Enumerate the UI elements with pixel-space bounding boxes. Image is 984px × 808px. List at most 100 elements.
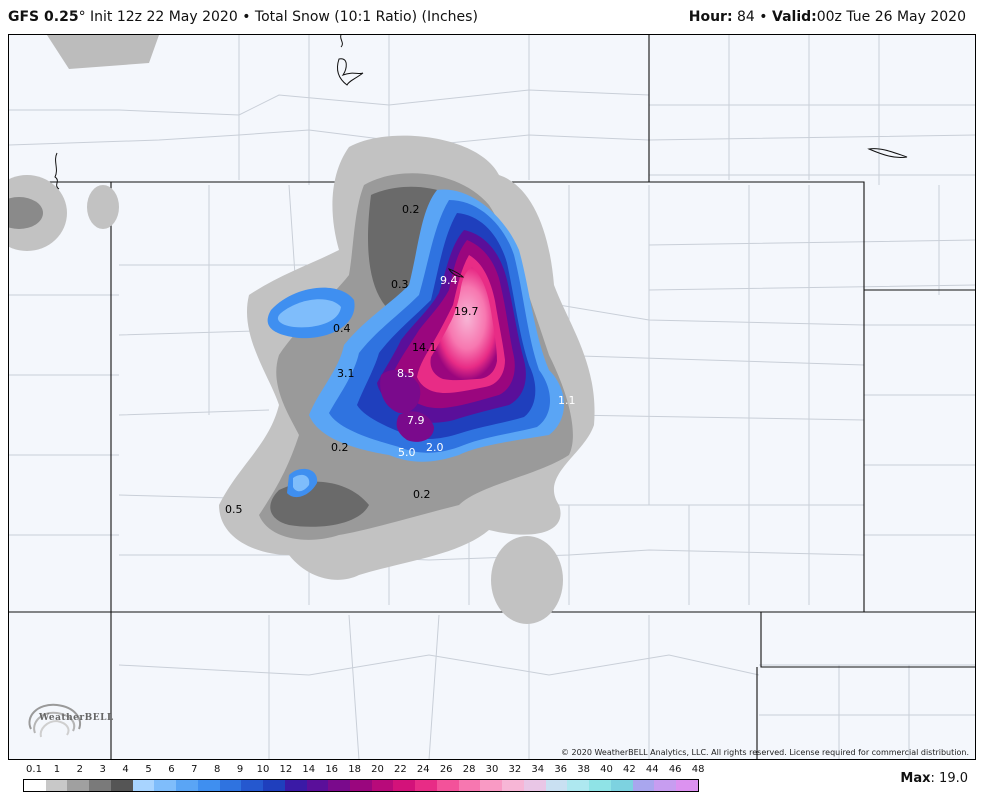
snow-label: 0.2 [402, 203, 420, 216]
legend-swatch [415, 780, 437, 791]
legend-swatch [110, 780, 133, 791]
legend-swatch [197, 780, 220, 791]
snow-label: 0.4 [333, 322, 351, 335]
snow-label: 7.9 [407, 414, 425, 427]
legend-swatch [306, 780, 329, 791]
bullet-sep: • [242, 9, 251, 25]
legend-tick-label: 40 [600, 764, 613, 775]
legend-swatch [89, 780, 111, 791]
snow-label: 14.1 [412, 341, 437, 354]
legend-swatch [458, 780, 481, 791]
legend-swatch [654, 780, 677, 791]
max-label: Max [900, 771, 931, 786]
legend-tick-label: 14 [302, 764, 316, 775]
legend-swatch [502, 780, 524, 791]
heavy-snow-shading [377, 230, 526, 442]
legend-tick-label: 30 [485, 764, 499, 775]
legend-tick-label: 44 [645, 764, 659, 775]
model-name: GFS 0.25 [8, 9, 79, 25]
snow-label: 5.0 [398, 446, 416, 459]
legend-tick-label: 2 [76, 764, 83, 775]
legend-swatch [132, 780, 155, 791]
snow-value-labels: 0.2 9.4 0.3 19.7 0.4 14.1 3.1 8.5 1.1 7.… [225, 203, 576, 516]
legend-tick-label: 1 [53, 764, 61, 775]
legend-tick-label: 16 [325, 764, 339, 775]
legend-swatch [176, 780, 198, 791]
legend-swatch [632, 780, 655, 791]
legend-swatch [350, 780, 372, 791]
water-features [54, 35, 908, 278]
legend-swatch [436, 780, 459, 791]
legend-tick-label: 7 [191, 764, 198, 775]
legend-swatch [371, 780, 394, 791]
legend-tick-label: 18 [348, 764, 361, 775]
copyright-notice: © 2020 WeatherBELL Analytics, LLC. All r… [561, 748, 969, 757]
bullet-sep-2: • [759, 9, 768, 25]
header-bar: GFS 0.25° Init 12z 22 May 2020 • Total S… [0, 0, 984, 34]
legend-swatch [567, 780, 590, 791]
legend-swatch [24, 780, 46, 791]
hour-value: 84 [737, 9, 755, 25]
legend-swatch [393, 780, 416, 791]
legend-swatch [589, 780, 611, 791]
legend-tick-label: 34 [531, 764, 545, 775]
legend-swatch [480, 780, 503, 791]
legend-swatch [523, 780, 546, 791]
legend-swatch [241, 780, 264, 791]
max-number: 19.0 [939, 771, 968, 786]
legend-tick-label: 3 [99, 764, 106, 775]
color-legend: 0.1 1 2 3 4 5 6 7 8 9 10 12 14 16 18 20 22 24 26 28 30 32 34 36… [23, 764, 713, 804]
legend-tick-label: 6 [168, 764, 175, 775]
logo-swirl-icon [28, 703, 81, 738]
legend-tick-label: 5 [145, 764, 152, 775]
max-value: Max: 19.0 [900, 771, 968, 786]
legend-tick-label: 46 [668, 764, 682, 775]
legend-tick-label: 48 [691, 764, 705, 775]
valid-label: Valid: [772, 9, 817, 25]
legend-swatch [328, 780, 351, 791]
map-canvas: 0.2 9.4 0.3 19.7 0.4 14.1 3.1 8.5 1.1 7.… [9, 35, 975, 759]
snow-map: 0.2 9.4 0.3 19.7 0.4 14.1 3.1 8.5 1.1 7.… [8, 34, 976, 760]
legend-tick-label: 20 [371, 764, 384, 775]
legend-tick-label: 28 [462, 764, 476, 775]
legend-swatch [676, 780, 698, 791]
legend-tick-label: 0.1 [26, 764, 42, 775]
snow-label: 8.5 [397, 367, 415, 380]
snow-label: 19.7 [454, 305, 479, 318]
legend-swatch [154, 780, 177, 791]
snow-label: 0.5 [225, 503, 243, 516]
legend-tick-label: 26 [439, 764, 453, 775]
snow-label: 2.0 [426, 441, 444, 454]
legend-swatch [45, 780, 68, 791]
legend-tick-label: 22 [394, 764, 407, 775]
product-name: Total Snow (10:1 Ratio) (Inches) [254, 9, 478, 25]
legend-tick-label: 4 [122, 764, 129, 775]
snow-label: 3.1 [337, 367, 355, 380]
valid-value: 00z Tue 26 May 2020 [816, 9, 966, 25]
legend-tick-label: 32 [508, 764, 522, 775]
legend-tick-label: 36 [554, 764, 568, 775]
legend-swatch [545, 780, 568, 791]
legend-tick-label: 38 [577, 764, 590, 775]
legend-tick-label: 10 [256, 764, 270, 775]
legend-tick-label: 42 [623, 764, 636, 775]
snow-label: 1.1 [558, 394, 576, 407]
legend-swatch [263, 780, 285, 791]
legend-swatch [284, 780, 307, 791]
legend-tick-label: 12 [279, 764, 293, 775]
legend-color-bar [23, 779, 699, 792]
snow-label: 0.2 [413, 488, 431, 501]
snow-label: 9.4 [440, 274, 458, 287]
degree-symbol: ° [78, 9, 86, 25]
title-right: Hour: 84 • Valid:00z Tue 26 May 2020 [689, 0, 966, 34]
legend-swatch [610, 780, 633, 791]
weatherbell-logo: WeatherBELL [23, 699, 113, 743]
init-time: Init 12z 22 May 2020 [90, 9, 238, 25]
snow-label: 0.3 [391, 278, 409, 291]
legend-tick-label: 24 [416, 764, 430, 775]
legend-tick-label: 9 [236, 764, 244, 775]
logo-text: WeatherBELL [39, 713, 114, 723]
title-left: GFS 0.25° Init 12z 22 May 2020 • Total S… [8, 0, 478, 34]
hour-label: Hour: [688, 9, 733, 25]
legend-tick-label: 8 [214, 764, 221, 775]
